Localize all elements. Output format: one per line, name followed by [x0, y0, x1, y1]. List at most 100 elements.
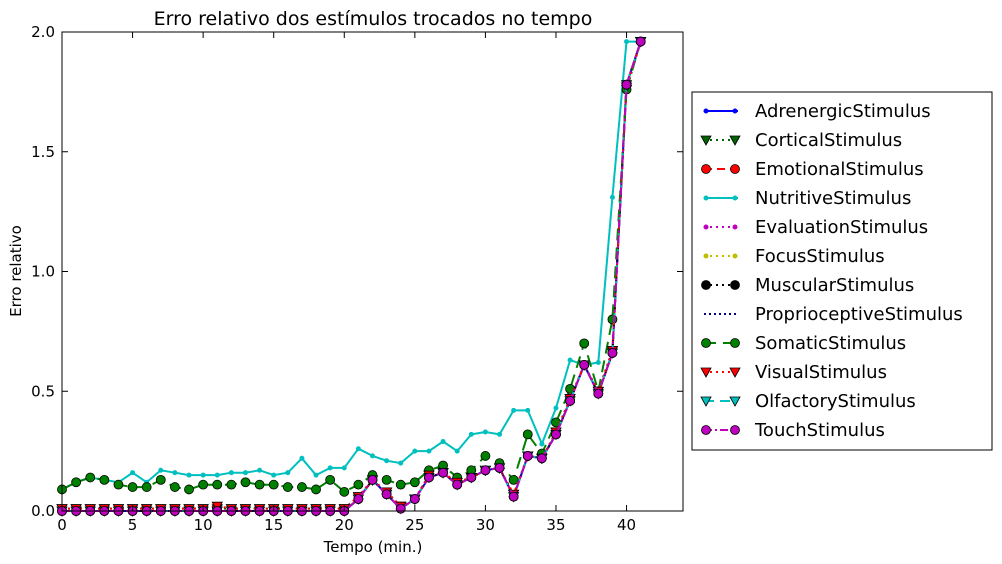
x-tick-label: 0: [57, 516, 67, 534]
data-point: [71, 477, 82, 488]
data-point: [525, 407, 531, 413]
data-point: [99, 474, 110, 485]
legend-label: ProprioceptiveStimulus: [755, 304, 963, 325]
legend-marker: [701, 338, 711, 348]
legend-marker: [732, 253, 738, 259]
data-point: [480, 465, 491, 476]
data-point: [113, 479, 124, 490]
data-point: [339, 486, 350, 497]
data-point: [172, 470, 178, 476]
data-point: [440, 439, 446, 445]
data-point: [200, 472, 206, 478]
data-point: [268, 479, 279, 490]
data-point: [184, 484, 194, 495]
legend-marker: [700, 396, 712, 407]
legend-marker: [701, 425, 711, 435]
data-point: [466, 472, 477, 483]
x-tick-label: 35: [546, 516, 565, 534]
legend-item: OlfactoryStimulus: [700, 391, 916, 412]
data-point: [607, 348, 618, 358]
legend-label: TouchStimulus: [754, 420, 885, 441]
data-point: [353, 479, 364, 490]
data-point: [412, 448, 418, 454]
legend-item: TouchStimulus: [701, 420, 885, 441]
data-point: [497, 431, 503, 437]
data-point: [635, 36, 646, 47]
legend-item: EmotionalStimulus: [701, 159, 924, 180]
legend-item: SomaticStimulus: [701, 333, 906, 354]
legend-item: AdrenergicStimulus: [703, 101, 931, 122]
x-tick-label: 20: [335, 516, 354, 534]
legend-item: FocusStimulus: [703, 246, 885, 267]
data-point: [297, 482, 307, 492]
data-point: [226, 479, 237, 490]
data-point: [367, 474, 378, 485]
data-point: [536, 453, 547, 464]
data-point: [607, 314, 618, 325]
data-point: [508, 491, 519, 502]
data-point: [579, 360, 590, 370]
data-point: [355, 446, 361, 452]
data-point: [285, 470, 291, 476]
data-point: [480, 451, 491, 461]
legend-item: CorticalStimulus: [700, 130, 902, 151]
data-point: [254, 479, 265, 490]
data-point: [186, 472, 192, 478]
legend-label: MuscularStimulus: [755, 275, 914, 296]
data-point: [311, 484, 321, 495]
legend-marker: [730, 280, 740, 290]
data-point: [508, 474, 519, 485]
data-point: [155, 474, 166, 485]
data-point: [539, 441, 545, 447]
legend-marker: [729, 396, 741, 407]
data-point: [299, 455, 305, 461]
y-tick-label: 0.0: [31, 502, 55, 520]
x-tick-label: 25: [405, 516, 424, 534]
series-line-NutritiveStimulus: [61, 40, 641, 491]
data-point: [214, 472, 220, 478]
data-point: [595, 360, 601, 366]
y-tick-label: 1.0: [31, 263, 55, 281]
data-point: [468, 431, 474, 437]
legend-marker: [730, 425, 740, 435]
data-point: [170, 482, 180, 492]
legend-marker: [700, 367, 712, 378]
data-point: [341, 465, 347, 471]
legend-item: MuscularStimulus: [701, 275, 914, 296]
data-point: [384, 458, 390, 464]
data-point: [271, 472, 277, 478]
legend-marker: [703, 224, 709, 230]
data-point: [522, 429, 533, 440]
legend-item: VisualStimulus: [700, 362, 887, 383]
legend-marker: [703, 108, 709, 114]
data-point: [395, 503, 406, 514]
legend-label: SomaticStimulus: [755, 333, 906, 354]
x-tick-label: 30: [476, 516, 495, 534]
legend-label: EvaluationStimulus: [755, 217, 928, 238]
plot-area: 0 5 10 15 20 25 30 35 40 0.0 0.5 1.0 1.5 2.0: [31, 23, 684, 534]
legend-label: FocusStimulus: [755, 246, 885, 267]
legend-marker: [732, 195, 738, 201]
data-point: [381, 474, 392, 485]
legend-item: EvaluationStimulus: [703, 217, 928, 238]
data-point: [313, 472, 319, 478]
legend-marker: [700, 135, 712, 146]
data-point: [327, 465, 333, 471]
data-point: [242, 470, 248, 476]
x-tick-label: 15: [264, 516, 283, 534]
data-point: [624, 39, 630, 45]
y-tick-label: 1.5: [31, 143, 55, 161]
data-point: [257, 467, 263, 473]
data-point: [424, 472, 434, 483]
legend-marker: [730, 164, 740, 174]
legend-label: VisualStimulus: [755, 362, 887, 383]
chart-title: Erro relativo dos estímulos trocados no …: [154, 8, 593, 30]
data-point: [212, 479, 223, 490]
data-point: [228, 470, 234, 476]
data-point: [511, 407, 517, 413]
legend-label: NutritiveStimulus: [755, 188, 911, 209]
data-point: [551, 429, 561, 440]
data-point: [398, 460, 404, 466]
data-point: [381, 489, 392, 500]
